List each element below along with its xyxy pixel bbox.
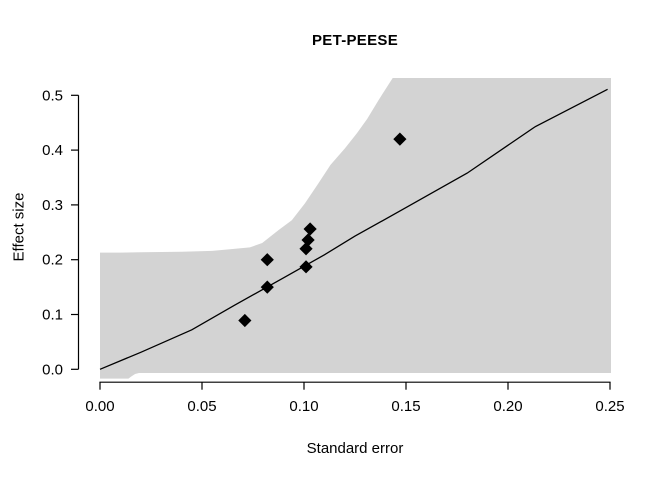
data-point [238,313,252,328]
y-tick-label: 0.5 [42,87,63,104]
data-point [301,233,315,247]
y-tick-label: 0.1 [42,307,63,324]
data-point [303,222,317,236]
x-tick-label: 0.05 [187,398,216,415]
data-point [299,260,313,274]
x-tick-label: 0.15 [391,398,420,415]
x-tick-label: 0.00 [85,398,114,415]
data-point [393,132,407,146]
x-tick-label: 0.25 [595,398,624,415]
x-axis-title: Standard error [306,440,404,457]
x-tick-label: 0.20 [493,398,522,415]
x-tick-label: 0.10 [289,398,318,415]
data-point [260,280,274,294]
y-tick-label: 0.3 [42,197,63,214]
y-tick-label: 0.2 [42,252,63,269]
y-tick-label: 0.0 [42,361,63,378]
y-tick-label: 0.4 [42,142,63,159]
chart-title: PET-PEESE [311,32,399,49]
regression-line [99,88,608,370]
confidence-band [100,78,611,379]
data-point [299,242,313,256]
data-point [260,253,274,267]
